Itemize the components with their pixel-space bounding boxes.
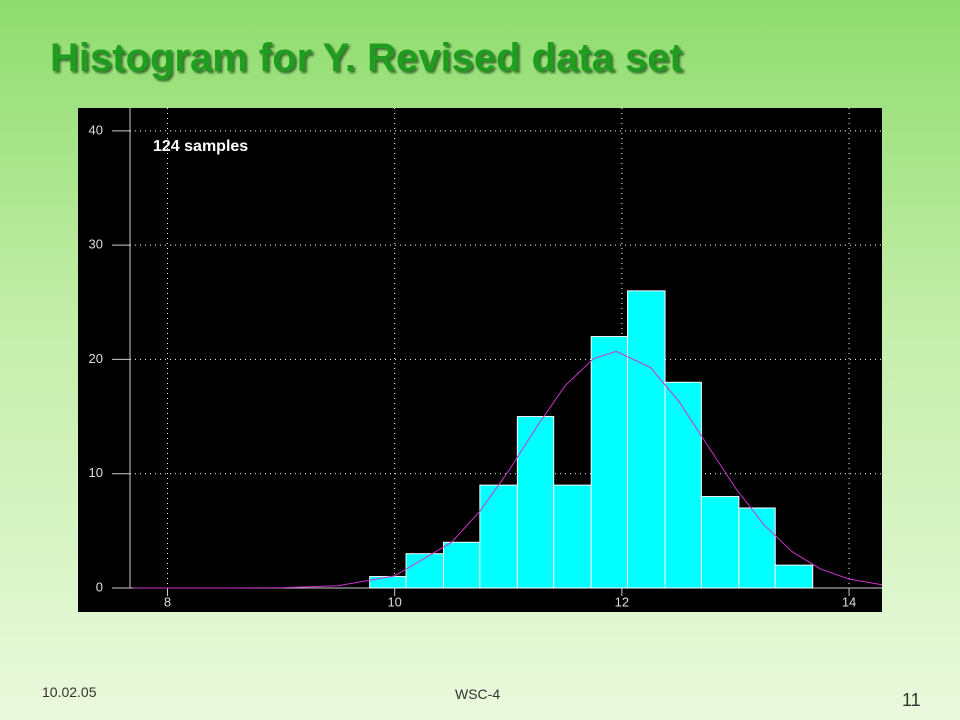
y-tick-label: 40 [89,122,103,137]
slide-title: Histogram for Y. Revised data set [50,36,683,80]
x-tick-label: 10 [387,594,401,609]
page-number: 11 [902,690,921,710]
fit-curve [133,350,883,589]
bar [774,564,814,589]
bar [405,553,445,589]
footer-center: WSC-4 [455,686,501,702]
bar [700,496,740,589]
bar [516,416,555,589]
y-tick-label: 10 [89,465,103,480]
bar [369,576,407,589]
y-tick-label: 0 [96,579,103,594]
y-tick-label: 30 [89,237,103,252]
bar [664,381,702,589]
bar [443,541,481,589]
x-tick-label: 8 [164,594,171,609]
annotation: 124 samples [153,138,248,155]
x-tick-label: 12 [615,594,629,609]
y-tick-label: 20 [89,351,103,366]
bar [553,484,592,589]
bar [627,290,666,589]
bar [590,336,629,589]
bar [479,484,518,589]
bar [738,507,776,589]
x-tick-label: 14 [842,594,856,609]
footer-date: 10.02.05 [42,684,97,700]
